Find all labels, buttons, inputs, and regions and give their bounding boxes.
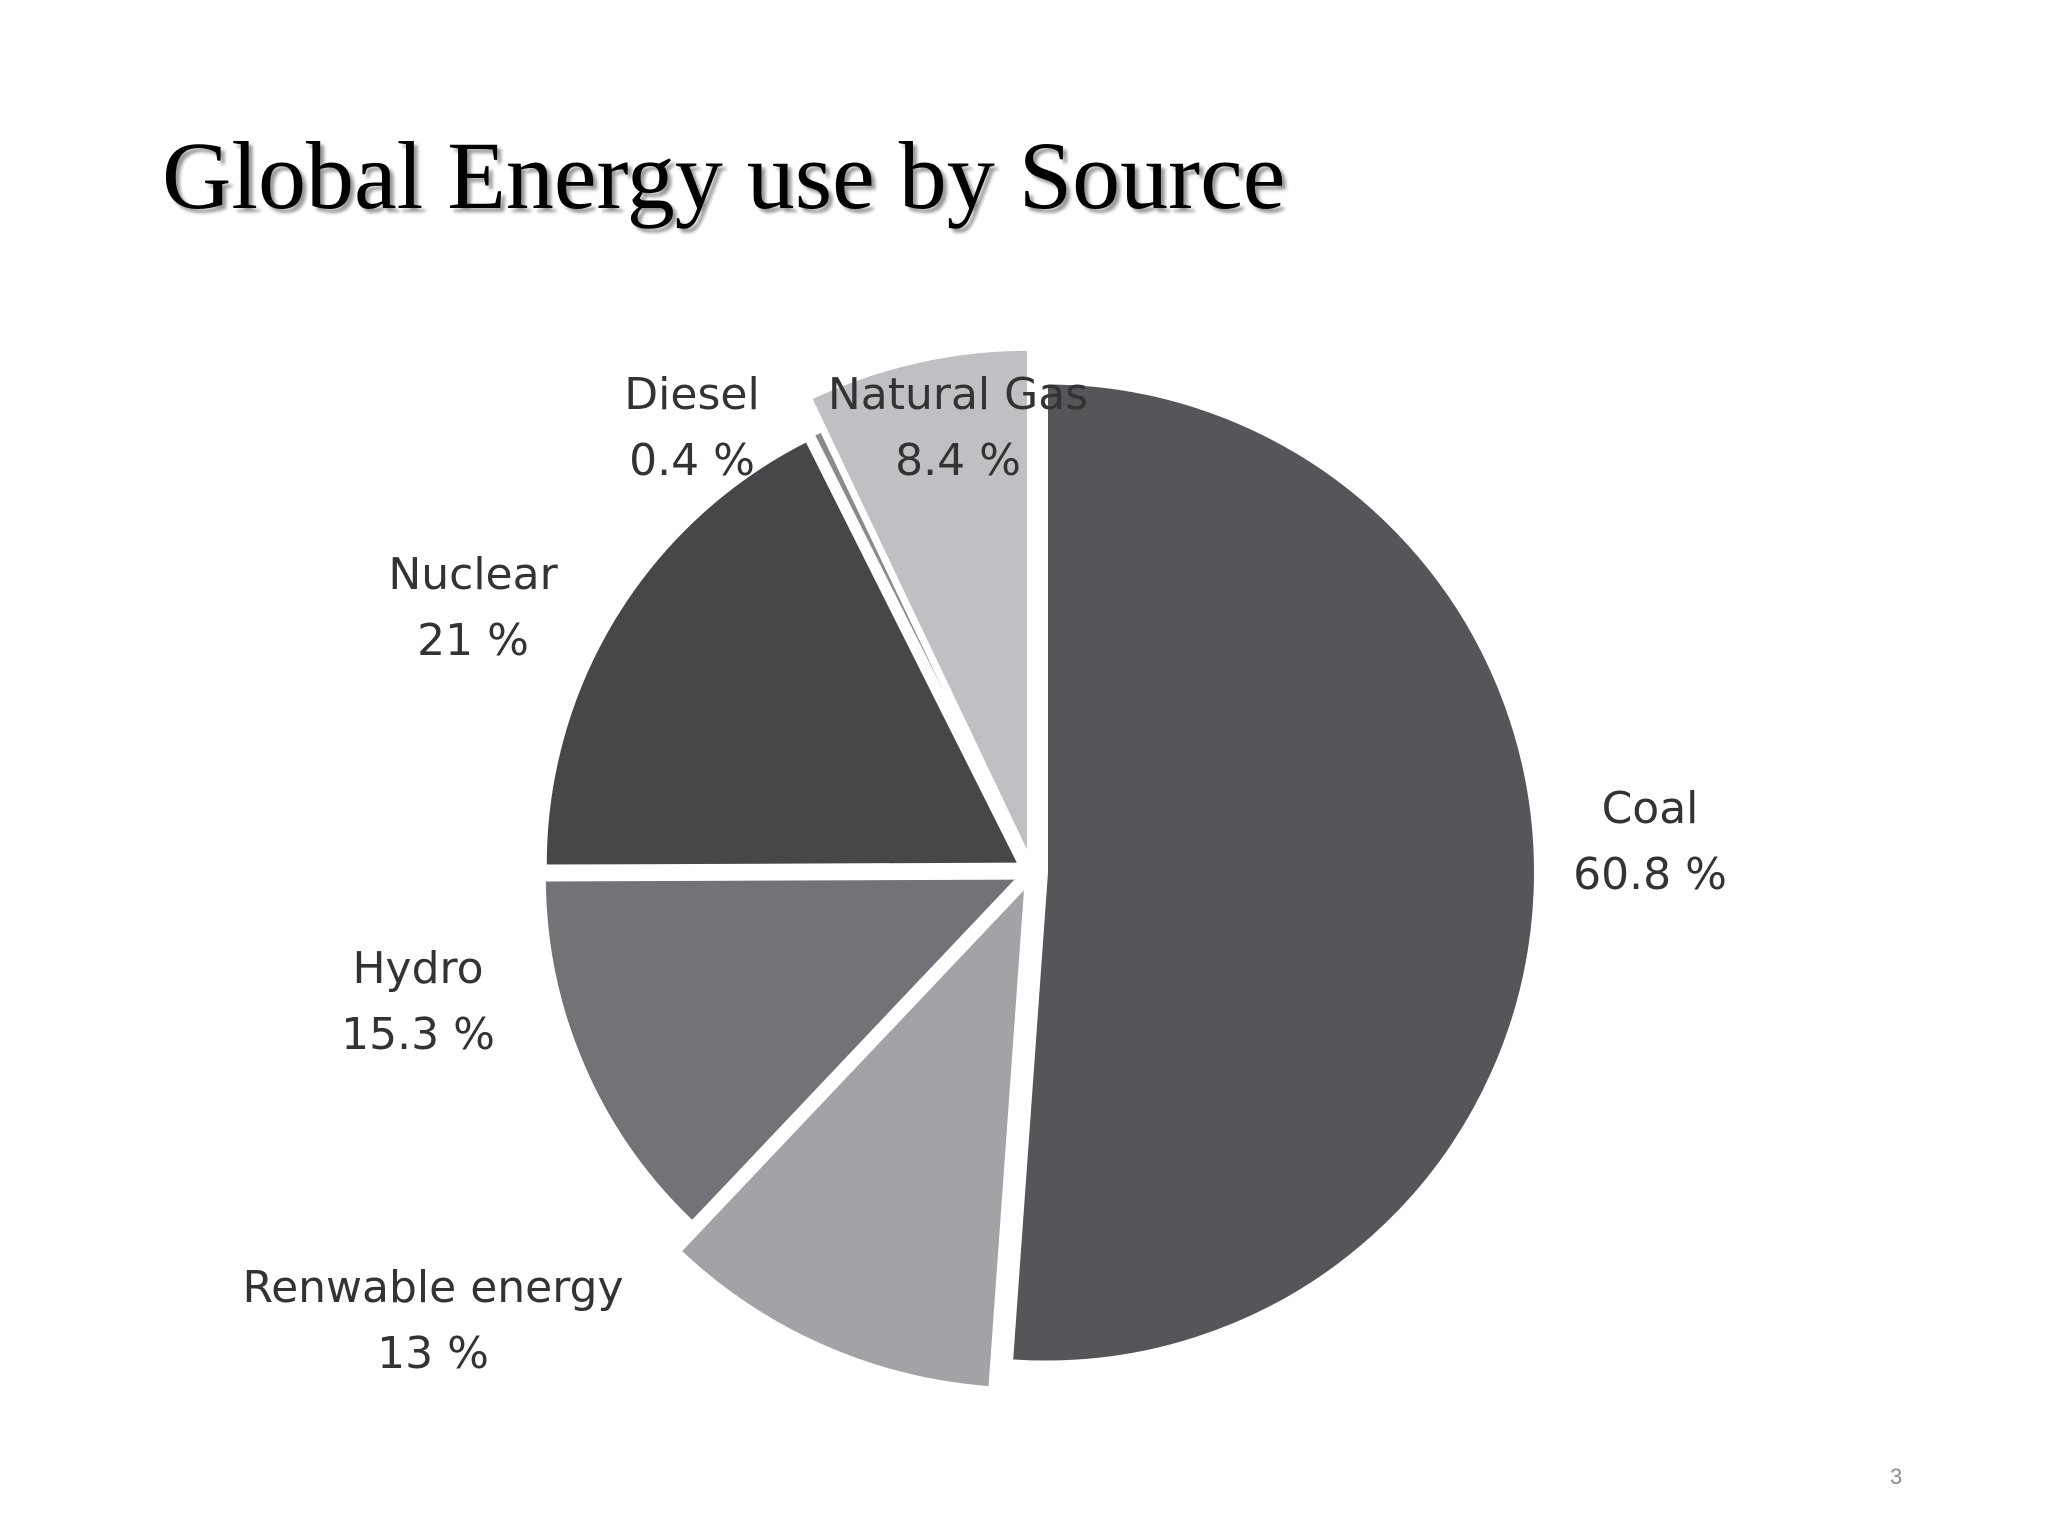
slice-label-nuclear-value: 21 % (417, 615, 529, 666)
pie-labels: Coal 60.8 % Renwable energy 13 % Hydro 15.3 %… (242, 369, 1726, 1379)
slice-label-natural-gas-value: 8.4 % (895, 435, 1021, 486)
pie-slices (541, 346, 1539, 1391)
slice-label-hydro-name: Hydro (352, 943, 483, 994)
pie-slice-coal (1008, 380, 1539, 1365)
slice-label-hydro-value: 15.3 % (341, 1009, 495, 1060)
slide-title: Global Energy use by Source (162, 122, 1286, 229)
pie-slice-renwable-energy (676, 879, 1029, 1391)
slice-label-diesel-value: 0.4 % (629, 435, 755, 486)
slice-label-renwable-energy-name: Renwable energy (242, 1262, 623, 1313)
slice-label-renwable-energy-value: 13 % (377, 1328, 489, 1379)
pie-slice-natural-gas (807, 346, 1031, 860)
page-number: 3 (1890, 1464, 1903, 1489)
pie-slice-nuclear (542, 437, 1024, 869)
pie-slice-hydro (541, 875, 1024, 1226)
slice-label-diesel-name: Diesel (624, 369, 759, 420)
slice-label-natural-gas-name: Natural Gas (828, 369, 1088, 420)
pie-slice-diesel (810, 427, 1028, 861)
slice-label-nuclear-name: Nuclear (388, 549, 558, 600)
slice-label-coal-name: Coal (1602, 783, 1699, 834)
slice-label-coal-value: 60.8 % (1573, 849, 1727, 900)
